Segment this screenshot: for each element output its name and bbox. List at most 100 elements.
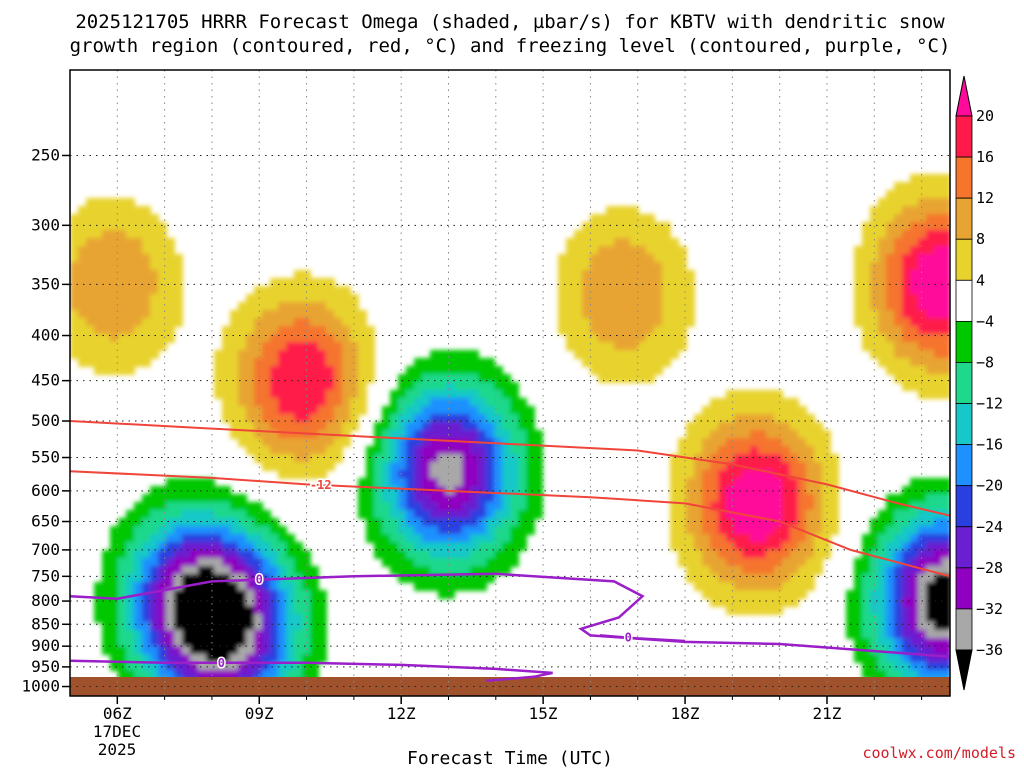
omega-cell bbox=[478, 550, 487, 559]
omega-cell bbox=[630, 230, 639, 239]
omega-cell bbox=[222, 406, 231, 415]
omega-cell bbox=[166, 286, 175, 295]
omega-cell bbox=[102, 638, 111, 647]
omega-cell bbox=[942, 574, 950, 583]
omega-cell bbox=[830, 494, 839, 503]
omega-cell bbox=[758, 438, 767, 447]
omega-cell bbox=[750, 606, 759, 615]
omega-cell bbox=[574, 270, 583, 279]
omega-cell bbox=[126, 350, 135, 359]
omega-cell bbox=[214, 382, 223, 391]
omega-cell bbox=[334, 334, 343, 343]
omega-cell bbox=[358, 398, 367, 407]
omega-cell bbox=[270, 670, 279, 679]
omega-cell bbox=[718, 422, 727, 431]
omega-cell bbox=[750, 502, 759, 511]
omega-cell bbox=[382, 518, 391, 527]
omega-cell bbox=[782, 446, 791, 455]
omega-cell bbox=[886, 358, 895, 367]
omega-cell bbox=[678, 270, 687, 279]
omega-cell bbox=[102, 206, 111, 215]
omega-cell bbox=[846, 606, 855, 615]
omega-cell bbox=[478, 518, 487, 527]
omega-cell bbox=[726, 398, 735, 407]
omega-cell bbox=[862, 238, 871, 247]
omega-cell bbox=[926, 350, 935, 359]
omega-cell bbox=[390, 414, 399, 423]
omega-cell bbox=[158, 270, 167, 279]
omega-cell bbox=[238, 494, 247, 503]
omega-cell bbox=[870, 598, 879, 607]
omega-cell bbox=[150, 558, 159, 567]
omega-cell bbox=[190, 526, 199, 535]
omega-cell bbox=[134, 358, 143, 367]
omega-cell bbox=[206, 606, 215, 615]
x-axis: 06Z 09Z 12Z 15Z 18Z 21Z bbox=[103, 696, 923, 723]
omega-cell bbox=[670, 270, 679, 279]
omega-cell bbox=[862, 614, 871, 623]
omega-cell bbox=[902, 606, 911, 615]
omega-cell bbox=[470, 446, 479, 455]
omega-cell bbox=[254, 438, 263, 447]
omega-cell bbox=[486, 526, 495, 535]
omega-cell bbox=[478, 566, 487, 575]
omega-cell bbox=[294, 606, 303, 615]
omega-cell bbox=[182, 510, 191, 519]
omega-cell bbox=[182, 550, 191, 559]
omega-cell bbox=[894, 502, 903, 511]
omega-cell bbox=[470, 550, 479, 559]
omega-cell bbox=[94, 334, 103, 343]
omega-cell bbox=[422, 382, 431, 391]
omega-cell bbox=[78, 358, 87, 367]
omega-cell bbox=[358, 334, 367, 343]
omega-cell bbox=[166, 518, 175, 527]
omega-cell bbox=[886, 566, 895, 575]
omega-cell bbox=[254, 310, 263, 319]
omega-cell bbox=[454, 502, 463, 511]
omega-cell bbox=[806, 454, 815, 463]
omega-cell bbox=[686, 518, 695, 527]
omega-cell bbox=[590, 246, 599, 255]
omega-cell bbox=[254, 518, 263, 527]
omega-cell bbox=[126, 646, 135, 655]
omega-cell bbox=[310, 286, 319, 295]
omega-cell bbox=[198, 518, 207, 527]
omega-cell bbox=[278, 350, 287, 359]
omega-cell bbox=[638, 222, 647, 231]
omega-cell bbox=[870, 518, 879, 527]
omega-cell bbox=[510, 494, 519, 503]
omega-cell bbox=[814, 470, 823, 479]
omega-cell bbox=[910, 318, 919, 327]
omega-cell bbox=[502, 454, 511, 463]
omega-cell bbox=[510, 430, 519, 439]
omega-cell bbox=[286, 638, 295, 647]
omega-cell bbox=[630, 366, 639, 375]
omega-cell bbox=[454, 566, 463, 575]
omega-cell bbox=[110, 622, 119, 631]
omega-cell bbox=[822, 526, 831, 535]
omega-cell bbox=[150, 342, 159, 351]
omega-cell bbox=[166, 262, 175, 271]
omega-cell bbox=[926, 374, 935, 383]
omega-cell bbox=[182, 630, 191, 639]
omega-cell bbox=[766, 390, 775, 399]
omega-cell bbox=[934, 534, 943, 543]
omega-cell bbox=[158, 526, 167, 535]
omega-cell bbox=[918, 574, 927, 583]
omega-cell bbox=[318, 350, 327, 359]
omega-cell bbox=[318, 454, 327, 463]
omega-cell bbox=[710, 590, 719, 599]
omega-cell bbox=[750, 534, 759, 543]
omega-cell bbox=[326, 446, 335, 455]
omega-cell bbox=[150, 534, 159, 543]
omega-cell bbox=[806, 414, 815, 423]
omega-cell bbox=[886, 590, 895, 599]
omega-cell bbox=[742, 446, 751, 455]
omega-cell bbox=[78, 310, 87, 319]
omega-cell bbox=[166, 534, 175, 543]
omega-cell bbox=[678, 558, 687, 567]
omega-cell bbox=[678, 542, 687, 551]
omega-cell bbox=[454, 430, 463, 439]
omega-cell bbox=[190, 518, 199, 527]
omega-cell bbox=[926, 518, 935, 527]
